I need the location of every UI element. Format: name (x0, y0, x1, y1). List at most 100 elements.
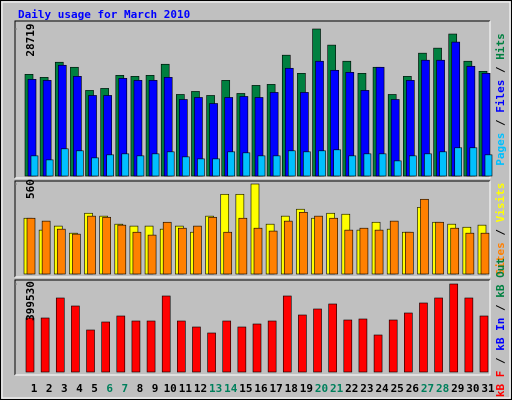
legend: Pages / Files / Hits (494, 33, 507, 166)
bar (121, 153, 130, 177)
bar (182, 156, 190, 177)
bar (480, 232, 490, 275)
bar (363, 153, 372, 177)
y-tick-label: 399530 (24, 281, 37, 321)
x-tick-label: 27 (421, 382, 434, 395)
x-tick-label: 23 (360, 382, 373, 395)
x-tick-label: 1 (31, 382, 38, 395)
bar (389, 220, 399, 275)
legend-separator: / (494, 298, 507, 318)
x-tick-label: 9 (152, 382, 159, 395)
bar (253, 227, 263, 275)
panel-bevel-dark (14, 180, 490, 277)
legend-entry: kB In (494, 318, 507, 351)
bar (359, 227, 369, 275)
bar (71, 305, 80, 373)
legend-entry: kB F (494, 371, 507, 398)
bar (178, 227, 187, 275)
x-tick-label: 20 (315, 382, 328, 395)
bar (208, 216, 217, 275)
bar (257, 155, 266, 177)
bar (207, 332, 216, 373)
chart-title: Daily usage for March 2010 (18, 8, 190, 21)
bar (313, 308, 322, 373)
x-tick-label: 22 (345, 382, 358, 395)
bar (91, 157, 99, 177)
bar (434, 297, 443, 373)
bar (393, 160, 402, 177)
bar (409, 155, 417, 177)
bar (72, 233, 81, 275)
bar (166, 151, 175, 177)
bar (223, 231, 233, 275)
bar (439, 151, 447, 177)
bar (136, 155, 145, 177)
x-tick-label: 15 (239, 382, 252, 395)
legend-separator: / (494, 222, 507, 242)
legend-entry: Hits (494, 33, 507, 60)
panel-bevel-light (15, 280, 491, 376)
bar (131, 320, 141, 373)
x-tick-label: 8 (137, 382, 144, 395)
x-tick-label: 2 (46, 382, 53, 395)
bar (177, 320, 186, 373)
bar (449, 283, 459, 373)
bar (101, 321, 110, 373)
bar (147, 234, 157, 275)
bar (192, 326, 201, 373)
bar (314, 215, 323, 275)
bar (76, 150, 84, 177)
bar (420, 198, 429, 275)
bar (45, 159, 54, 177)
bar (272, 155, 281, 177)
bar (252, 323, 262, 373)
bar (479, 315, 489, 373)
bar (106, 154, 114, 177)
bar (242, 152, 251, 177)
bar (117, 224, 127, 275)
bar (87, 215, 96, 275)
x-tick-label: 17 (270, 382, 283, 395)
bar (469, 147, 478, 177)
bar (405, 231, 414, 275)
x-tick-label: 31 (481, 382, 495, 395)
bar (86, 329, 95, 373)
bar (424, 153, 432, 177)
bar (267, 320, 277, 373)
panel-bevel-dark (14, 279, 490, 375)
x-tick-label: 16 (254, 382, 268, 395)
x-tick-label: 29 (451, 382, 464, 395)
x-tick-label: 24 (375, 382, 389, 395)
x-tick-label: 25 (391, 382, 404, 395)
legend-entry: Sites (494, 242, 507, 275)
bar (388, 319, 398, 373)
bar (238, 217, 248, 275)
bar (344, 229, 354, 275)
legend: Sites / Visits (494, 183, 507, 276)
bar (484, 154, 493, 177)
bar (283, 220, 293, 275)
bar (146, 320, 156, 373)
bar (373, 334, 383, 373)
x-tick-label: 12 (194, 382, 207, 395)
x-tick-label: 26 (406, 382, 420, 395)
bar (435, 221, 444, 275)
y-tick-label: 560 (24, 179, 37, 199)
bar (378, 153, 387, 177)
legend-separator: / (494, 60, 507, 80)
bar (212, 158, 220, 177)
x-tick-label: 30 (466, 382, 479, 395)
x-tick-label: 18 (285, 382, 298, 395)
bar (450, 227, 460, 275)
bar (299, 211, 308, 275)
bar (328, 303, 337, 373)
bar (102, 216, 111, 275)
bar (298, 314, 307, 373)
x-tick-label: 21 (330, 382, 344, 395)
y-tick-label: 28719 (24, 23, 37, 56)
bar (268, 230, 278, 275)
bar (162, 221, 172, 275)
x-tick-label: 11 (179, 382, 193, 395)
